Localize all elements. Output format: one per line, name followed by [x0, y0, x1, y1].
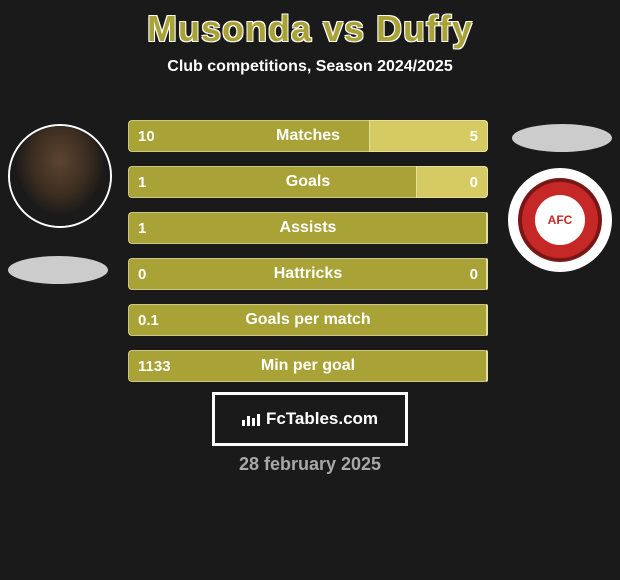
stat-label: Goals: [128, 166, 488, 198]
stat-row-matches: 10 Matches 5: [128, 120, 488, 152]
club-left-ellipse: [8, 256, 108, 284]
club-right-ellipse: [512, 124, 612, 152]
footer-date: 28 february 2025: [0, 454, 620, 475]
stat-row-mpg: 1133 Min per goal: [128, 350, 488, 382]
stat-label: Matches: [128, 120, 488, 152]
stat-label: Hattricks: [128, 258, 488, 290]
stat-row-hattricks: 0 Hattricks 0: [128, 258, 488, 290]
stat-row-gpm: 0.1 Goals per match: [128, 304, 488, 336]
player-right-badge: AFC: [508, 168, 612, 272]
brand-badge: FcTables.com: [212, 392, 408, 446]
stats-chart: 10 Matches 5 1 Goals 0 1 Assists 0 Hattr…: [128, 120, 488, 396]
player-left-avatar: [8, 124, 112, 228]
stat-right-value: 5: [470, 120, 478, 152]
stat-row-goals: 1 Goals 0: [128, 166, 488, 198]
page-title: Musonda vs Duffy: [0, 8, 620, 50]
stat-label: Assists: [128, 212, 488, 244]
brand-text: FcTables.com: [266, 409, 378, 429]
chart-icon: [242, 412, 260, 426]
stat-row-assists: 1 Assists: [128, 212, 488, 244]
stat-label: Goals per match: [128, 304, 488, 336]
afc-badge-icon: AFC: [518, 178, 602, 262]
stat-label: Min per goal: [128, 350, 488, 382]
face-placeholder: [10, 126, 110, 226]
page-subtitle: Club competitions, Season 2024/2025: [0, 58, 620, 76]
stat-right-value: 0: [470, 258, 478, 290]
stat-right-value: 0: [470, 166, 478, 198]
afc-badge-text: AFC: [535, 195, 585, 245]
